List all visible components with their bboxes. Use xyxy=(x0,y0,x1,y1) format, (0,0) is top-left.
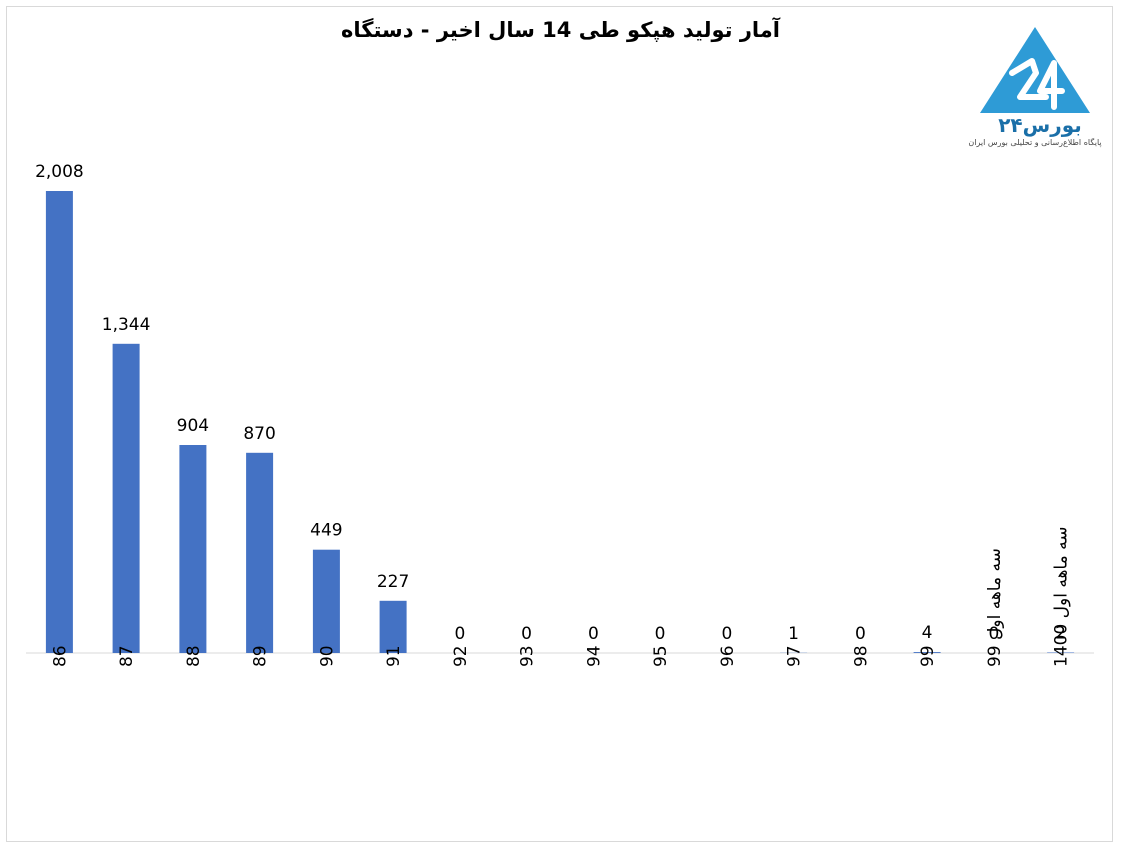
x-tick-label-4: 90 xyxy=(317,645,337,667)
bar-value-label-8: 0 xyxy=(588,624,599,644)
chart-title: آمار تولید هپکو طی 14 سال اخیر - دستگاه xyxy=(340,18,781,42)
bar-value-label-0: 2,008 xyxy=(35,162,84,182)
bar-value-label-6: 0 xyxy=(454,624,465,644)
x-tick-label-1: 87 xyxy=(117,645,137,667)
bar-value-label-2: 904 xyxy=(177,416,209,436)
bar-0 xyxy=(45,191,73,653)
bar-5 xyxy=(379,600,407,653)
x-tick-label-2: 88 xyxy=(184,645,204,667)
x-tick-label-13: 99 xyxy=(918,645,938,667)
x-tick-label-14: سه ماهه اول 99 xyxy=(985,548,1005,667)
x-tick-label-15: سه ماهه اول 1400 xyxy=(1052,527,1072,667)
logo-brand: بورس۲۴ xyxy=(998,113,1082,137)
x-tick-label-12: 98 xyxy=(851,645,871,667)
bar-value-label-7: 0 xyxy=(521,624,532,644)
bar-value-label-1: 1,344 xyxy=(102,315,151,335)
x-tick-label-3: 89 xyxy=(251,645,271,667)
x-tick-label-10: 96 xyxy=(718,645,738,667)
bar-13 xyxy=(913,652,941,653)
x-tick-label-5: 91 xyxy=(384,645,404,667)
bar-2 xyxy=(179,445,207,653)
chart-frame xyxy=(6,6,1113,842)
x-tick-label-9: 95 xyxy=(651,645,671,667)
bar-value-label-10: 0 xyxy=(721,624,732,644)
logo-triangle-icon xyxy=(980,27,1090,113)
bar-value-label-12: 0 xyxy=(855,624,866,644)
bar-4 xyxy=(312,549,340,653)
x-tick-label-6: 92 xyxy=(451,645,471,667)
x-tick-label-0: 86 xyxy=(50,645,70,667)
bar-value-label-3: 870 xyxy=(243,424,275,444)
bar-value-label-15: 2 xyxy=(1055,624,1066,644)
bar-3 xyxy=(246,452,274,653)
bar-15 xyxy=(1047,652,1075,653)
bar-1 xyxy=(112,343,140,653)
x-tick-label-8: 94 xyxy=(584,645,604,667)
x-tick-label-11: 97 xyxy=(785,645,805,667)
bar-value-label-11: 1 xyxy=(788,624,799,644)
bar-value-label-4: 449 xyxy=(310,521,342,541)
bar-value-label-13: 4 xyxy=(922,623,933,643)
x-tick-label-7: 93 xyxy=(518,645,538,667)
bar-value-label-5: 227 xyxy=(377,572,409,592)
bar-value-label-9: 0 xyxy=(655,624,666,644)
logo-tagline: پایگاه اطلاع‌رسانی و تحلیلی بورس ایران xyxy=(968,138,1102,147)
bar-value-label-14: 0 xyxy=(988,624,999,644)
